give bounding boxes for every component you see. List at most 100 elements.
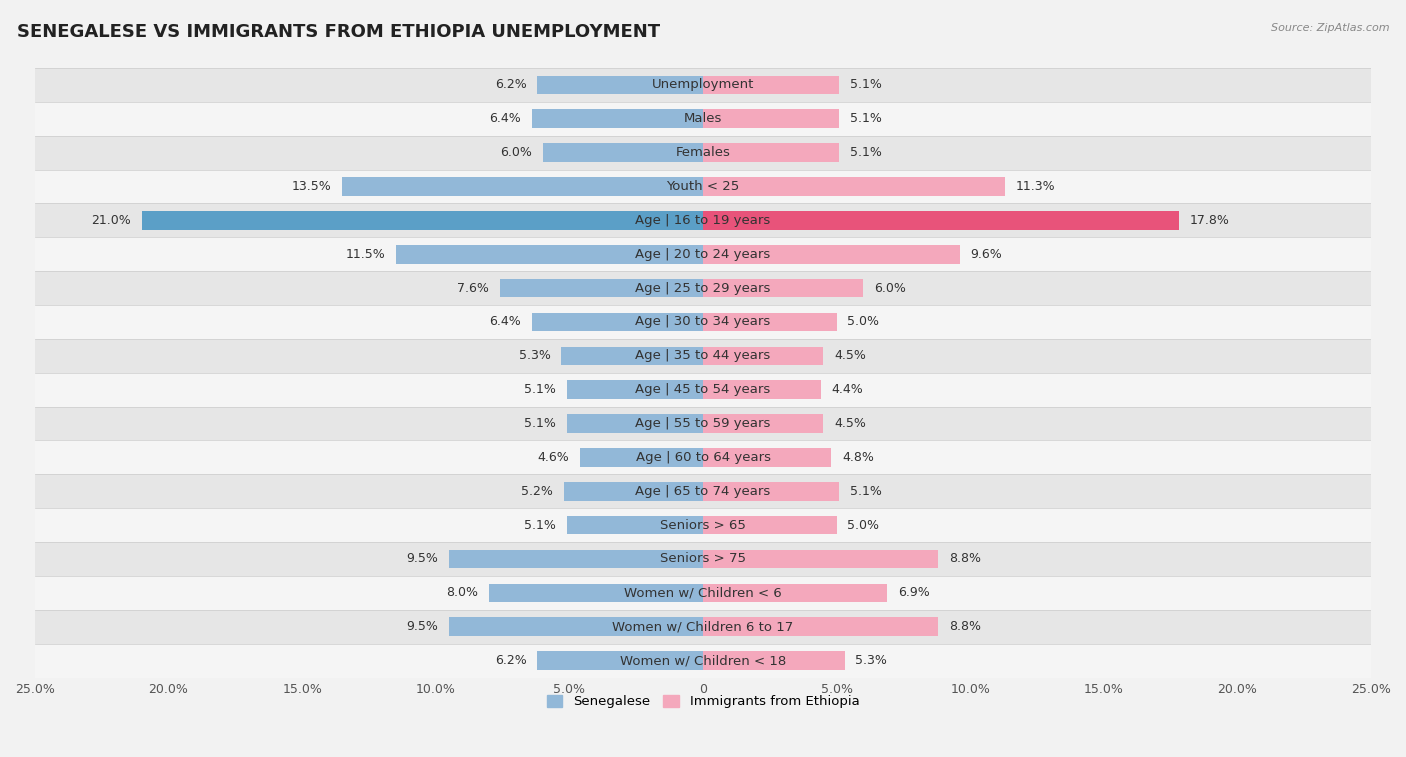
Text: Seniors > 75: Seniors > 75	[659, 553, 747, 565]
Text: 6.9%: 6.9%	[898, 587, 929, 600]
Bar	[537, 651, 703, 670]
Text: 11.5%: 11.5%	[346, 248, 385, 260]
Text: 5.0%: 5.0%	[848, 519, 879, 531]
Text: 6.2%: 6.2%	[495, 79, 527, 92]
Text: Age | 35 to 44 years: Age | 35 to 44 years	[636, 349, 770, 363]
Bar	[449, 550, 703, 569]
Text: Unemployment: Unemployment	[652, 79, 754, 92]
Bar	[703, 76, 839, 94]
Bar	[703, 313, 837, 332]
Text: Age | 30 to 34 years: Age | 30 to 34 years	[636, 316, 770, 329]
Text: Age | 16 to 19 years: Age | 16 to 19 years	[636, 214, 770, 227]
Bar	[703, 279, 863, 298]
Bar	[35, 68, 1371, 102]
Legend: Senegalese, Immigrants from Ethiopia: Senegalese, Immigrants from Ethiopia	[541, 690, 865, 714]
Bar	[35, 407, 1371, 441]
Bar	[531, 110, 703, 128]
Text: Age | 55 to 59 years: Age | 55 to 59 years	[636, 417, 770, 430]
Text: 5.1%: 5.1%	[524, 519, 555, 531]
Bar	[35, 372, 1371, 407]
Text: Seniors > 65: Seniors > 65	[659, 519, 747, 531]
Bar	[35, 508, 1371, 542]
Text: 5.3%: 5.3%	[855, 654, 887, 667]
Text: 5.0%: 5.0%	[848, 316, 879, 329]
Text: 5.1%: 5.1%	[851, 146, 882, 159]
Bar	[703, 651, 845, 670]
Bar	[35, 610, 1371, 643]
Bar	[703, 414, 824, 433]
Text: 6.4%: 6.4%	[489, 112, 522, 126]
Bar	[537, 76, 703, 94]
Bar	[567, 516, 703, 534]
Bar	[342, 177, 703, 196]
Bar	[489, 584, 703, 602]
Bar	[142, 211, 703, 229]
Bar	[703, 550, 938, 569]
Bar	[703, 618, 938, 636]
Bar	[35, 339, 1371, 372]
Text: 21.0%: 21.0%	[91, 214, 131, 227]
Text: 9.5%: 9.5%	[406, 553, 439, 565]
Bar	[449, 618, 703, 636]
Text: 6.4%: 6.4%	[489, 316, 522, 329]
Bar	[703, 482, 839, 500]
Bar	[35, 475, 1371, 508]
Text: Age | 60 to 64 years: Age | 60 to 64 years	[636, 451, 770, 464]
Text: SENEGALESE VS IMMIGRANTS FROM ETHIOPIA UNEMPLOYMENT: SENEGALESE VS IMMIGRANTS FROM ETHIOPIA U…	[17, 23, 659, 41]
Text: Source: ZipAtlas.com: Source: ZipAtlas.com	[1271, 23, 1389, 33]
Text: 6.0%: 6.0%	[501, 146, 531, 159]
Text: 4.8%: 4.8%	[842, 451, 875, 464]
Text: 8.8%: 8.8%	[949, 553, 981, 565]
Text: 6.2%: 6.2%	[495, 654, 527, 667]
Text: 5.1%: 5.1%	[851, 112, 882, 126]
Bar	[35, 204, 1371, 237]
Bar	[35, 643, 1371, 678]
Text: 4.5%: 4.5%	[834, 349, 866, 363]
Text: Women w/ Children < 6: Women w/ Children < 6	[624, 587, 782, 600]
Text: 7.6%: 7.6%	[457, 282, 489, 294]
Bar	[35, 271, 1371, 305]
Text: 5.3%: 5.3%	[519, 349, 551, 363]
Bar	[35, 542, 1371, 576]
Text: Age | 25 to 29 years: Age | 25 to 29 years	[636, 282, 770, 294]
Text: 5.1%: 5.1%	[524, 383, 555, 396]
Bar	[561, 347, 703, 365]
Bar	[703, 110, 839, 128]
Bar	[703, 211, 1178, 229]
Text: 8.8%: 8.8%	[949, 620, 981, 633]
Text: 9.6%: 9.6%	[970, 248, 1002, 260]
Bar	[703, 448, 831, 467]
Bar	[35, 441, 1371, 475]
Bar	[703, 516, 837, 534]
Text: 17.8%: 17.8%	[1189, 214, 1229, 227]
Bar	[531, 313, 703, 332]
Bar	[543, 143, 703, 162]
Text: Age | 20 to 24 years: Age | 20 to 24 years	[636, 248, 770, 260]
Text: 6.0%: 6.0%	[875, 282, 905, 294]
Bar	[564, 482, 703, 500]
Text: 13.5%: 13.5%	[292, 180, 332, 193]
Bar	[703, 143, 839, 162]
Text: 4.6%: 4.6%	[537, 451, 569, 464]
Bar	[703, 245, 959, 263]
Bar	[35, 576, 1371, 610]
Text: Males: Males	[683, 112, 723, 126]
Text: 5.2%: 5.2%	[522, 484, 554, 498]
Text: Women w/ Children < 18: Women w/ Children < 18	[620, 654, 786, 667]
Bar	[35, 102, 1371, 136]
Text: 5.1%: 5.1%	[851, 484, 882, 498]
Text: 4.4%: 4.4%	[831, 383, 863, 396]
Bar	[35, 170, 1371, 204]
Bar	[567, 414, 703, 433]
Text: Age | 45 to 54 years: Age | 45 to 54 years	[636, 383, 770, 396]
Bar	[703, 347, 824, 365]
Bar	[35, 136, 1371, 170]
Text: 9.5%: 9.5%	[406, 620, 439, 633]
Text: Females: Females	[675, 146, 731, 159]
Text: Youth < 25: Youth < 25	[666, 180, 740, 193]
Text: 5.1%: 5.1%	[851, 79, 882, 92]
Bar	[703, 380, 821, 399]
Bar	[567, 380, 703, 399]
Bar	[581, 448, 703, 467]
Text: 11.3%: 11.3%	[1015, 180, 1056, 193]
